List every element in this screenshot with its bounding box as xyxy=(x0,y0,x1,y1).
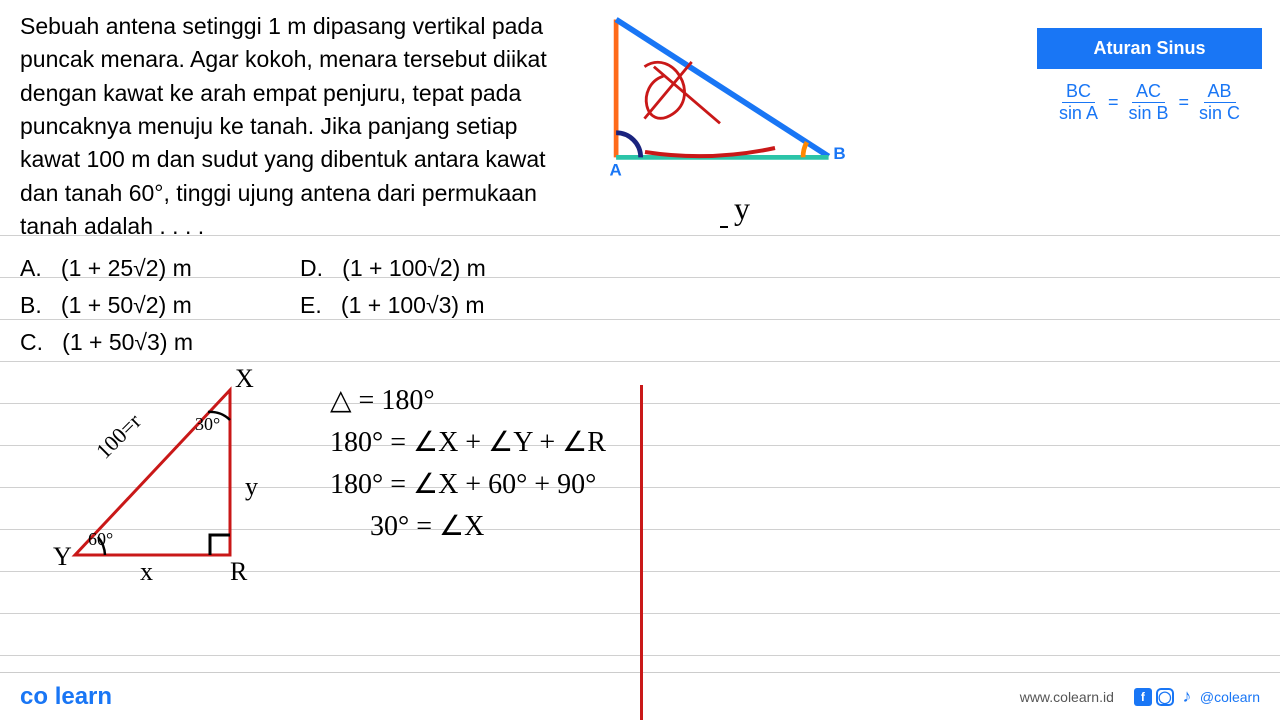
handwritten-y: y xyxy=(720,190,750,227)
handdrawn-triangle: X 30° 100=r y 60° Y x R xyxy=(50,365,290,585)
vertical-divider xyxy=(640,385,643,720)
sinus-formula: BCsin A = ACsin B = ABsin C xyxy=(1037,69,1262,136)
answer-options: A. (1 + 25√2) m D. (1 + 100√2) m B. (1 +… xyxy=(20,250,580,360)
red-underline xyxy=(640,140,780,165)
label-x-bottom: x xyxy=(140,557,153,585)
handwritten-work: △ = 180° 180° = ∠X + ∠Y + ∠R 180° = ∠X +… xyxy=(330,380,606,548)
work-line4: 30° = ∠X xyxy=(330,506,606,548)
vertex-a: A xyxy=(610,160,622,179)
footer-url: www.colearn.id xyxy=(1020,689,1114,705)
facebook-icon: f xyxy=(1134,688,1152,706)
option-c: C. (1 + 50√3) m xyxy=(20,324,300,361)
instagram-icon: ◯ xyxy=(1156,688,1174,706)
label-30: 30° xyxy=(195,414,220,434)
social-links: f ◯ ♪ @colearn xyxy=(1134,688,1260,706)
work-line3: 180° = ∠X + 60° + 90° xyxy=(330,464,606,506)
work-line1: △ = 180° xyxy=(330,380,606,422)
logo: co learn xyxy=(20,683,112,711)
option-a: A. (1 + 25√2) m xyxy=(20,250,300,287)
sinus-title: Aturan Sinus xyxy=(1037,28,1262,69)
vertex-b: B xyxy=(833,144,845,163)
vertex-c: C xyxy=(610,10,622,14)
option-b: B. (1 + 50√2) m xyxy=(20,287,300,324)
label-x-top: X xyxy=(235,365,254,393)
option-e: E. (1 + 100√3) m xyxy=(300,287,580,324)
label-hyp: 100=r xyxy=(91,408,146,463)
option-d: D. (1 + 100√2) m xyxy=(300,250,580,287)
sinus-rule-box: Aturan Sinus BCsin A = ACsin B = ABsin C xyxy=(1037,28,1262,136)
label-y-left: Y xyxy=(53,542,72,571)
social-handle: @colearn xyxy=(1200,689,1260,705)
problem-text: Sebuah antena setinggi 1 m dipasang vert… xyxy=(20,10,575,243)
label-y: y xyxy=(245,472,258,501)
label-60: 60° xyxy=(88,529,113,549)
work-line2: 180° = ∠X + ∠Y + ∠R xyxy=(330,422,606,464)
label-r: R xyxy=(230,557,248,585)
tiktok-icon: ♪ xyxy=(1178,688,1196,706)
